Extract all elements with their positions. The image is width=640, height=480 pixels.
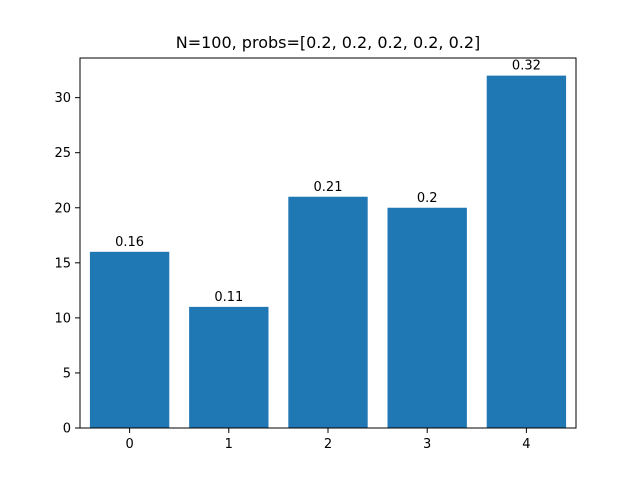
plot-frame: [79, 57, 577, 429]
y-tick-label-5: 5: [63, 366, 71, 381]
bars-group: [89, 75, 567, 428]
bar-3: [387, 207, 467, 428]
bar-labels-group: 0.16 0.11 0.21 0.2 0.32: [115, 59, 541, 305]
bar-0: [89, 251, 170, 428]
bar-value-label-2: 0.21: [314, 180, 343, 195]
x-axis: 0 1 2 3 4: [125, 428, 531, 452]
bar-value-label-3: 0.2: [417, 191, 438, 206]
bar-4: [486, 75, 567, 428]
x-tick-label-2: 2: [324, 437, 332, 452]
y-tick-label-0: 0: [63, 422, 71, 437]
y-tick-label-10: 10: [54, 311, 71, 326]
bar-value-label-1: 0.11: [214, 290, 243, 305]
x-tick-label-4: 4: [522, 437, 530, 452]
chart-title: N=100, probs=[0.2, 0.2, 0.2, 0.2, 0.2]: [176, 33, 481, 52]
x-tick-label-1: 1: [225, 437, 233, 452]
bar-value-label-4: 0.32: [512, 59, 541, 74]
y-tick-label-30: 30: [54, 91, 71, 106]
y-tick-label-20: 20: [54, 201, 71, 216]
bar-1: [189, 306, 269, 428]
x-tick-label-3: 3: [423, 437, 431, 452]
bar-value-label-0: 0.16: [115, 235, 144, 250]
y-axis: 0 5 10 15 20 25 30: [54, 91, 80, 437]
y-tick-label-25: 25: [54, 146, 71, 161]
x-tick-label-0: 0: [125, 437, 133, 452]
y-tick-label-15: 15: [54, 256, 71, 271]
bar-2: [288, 196, 368, 428]
